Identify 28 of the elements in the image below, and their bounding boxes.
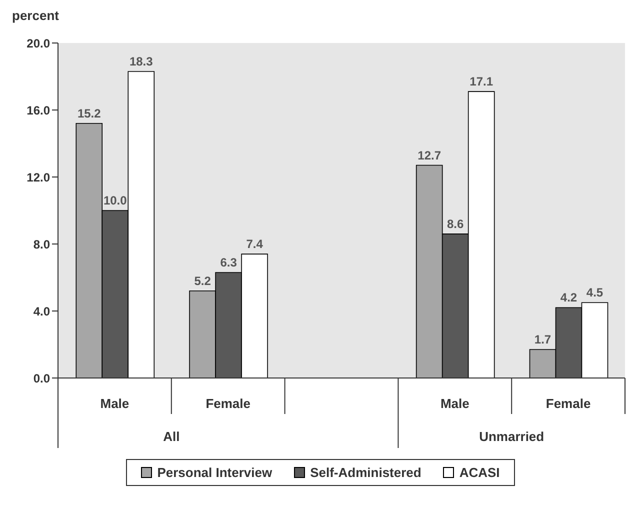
y-tick-label: 20.0 [26, 36, 50, 50]
x-tick-label: Female [546, 396, 591, 411]
data-label: 17.1 [470, 74, 494, 89]
data-label: 12.7 [418, 148, 442, 162]
data-label: 8.6 [447, 216, 464, 231]
data-label: 6.3 [220, 255, 238, 270]
legend-label: Personal Interview [156, 465, 272, 480]
legend-label: ACASI [458, 465, 500, 480]
y-tick-label: 0.0 [33, 371, 50, 386]
x-tick-label: Male [440, 396, 470, 411]
y-tick-label: 16.0 [26, 103, 50, 118]
y-tick-label: 12.0 [26, 170, 50, 184]
text: All [163, 429, 180, 444]
x-tick-label: Male [100, 396, 130, 411]
data-label: 4.5 [586, 286, 604, 300]
data-label: 10.0 [103, 194, 128, 208]
y-tick-label: 8.0 [33, 237, 50, 252]
y-axis-title: percent [12, 8, 60, 23]
data-label: 18.3 [129, 54, 154, 68]
legend-label: Self-Administered [309, 465, 422, 480]
y-tick-label: 4.0 [33, 304, 50, 318]
text: Unmarried [479, 429, 544, 444]
data-label: 7.4 [246, 237, 264, 252]
data-label: 15.2 [77, 106, 102, 120]
data-label: 4.2 [560, 290, 578, 305]
data-label: 5.2 [194, 274, 212, 288]
x-tick-label: Female [206, 396, 251, 411]
data-label: 1.7 [534, 332, 552, 347]
